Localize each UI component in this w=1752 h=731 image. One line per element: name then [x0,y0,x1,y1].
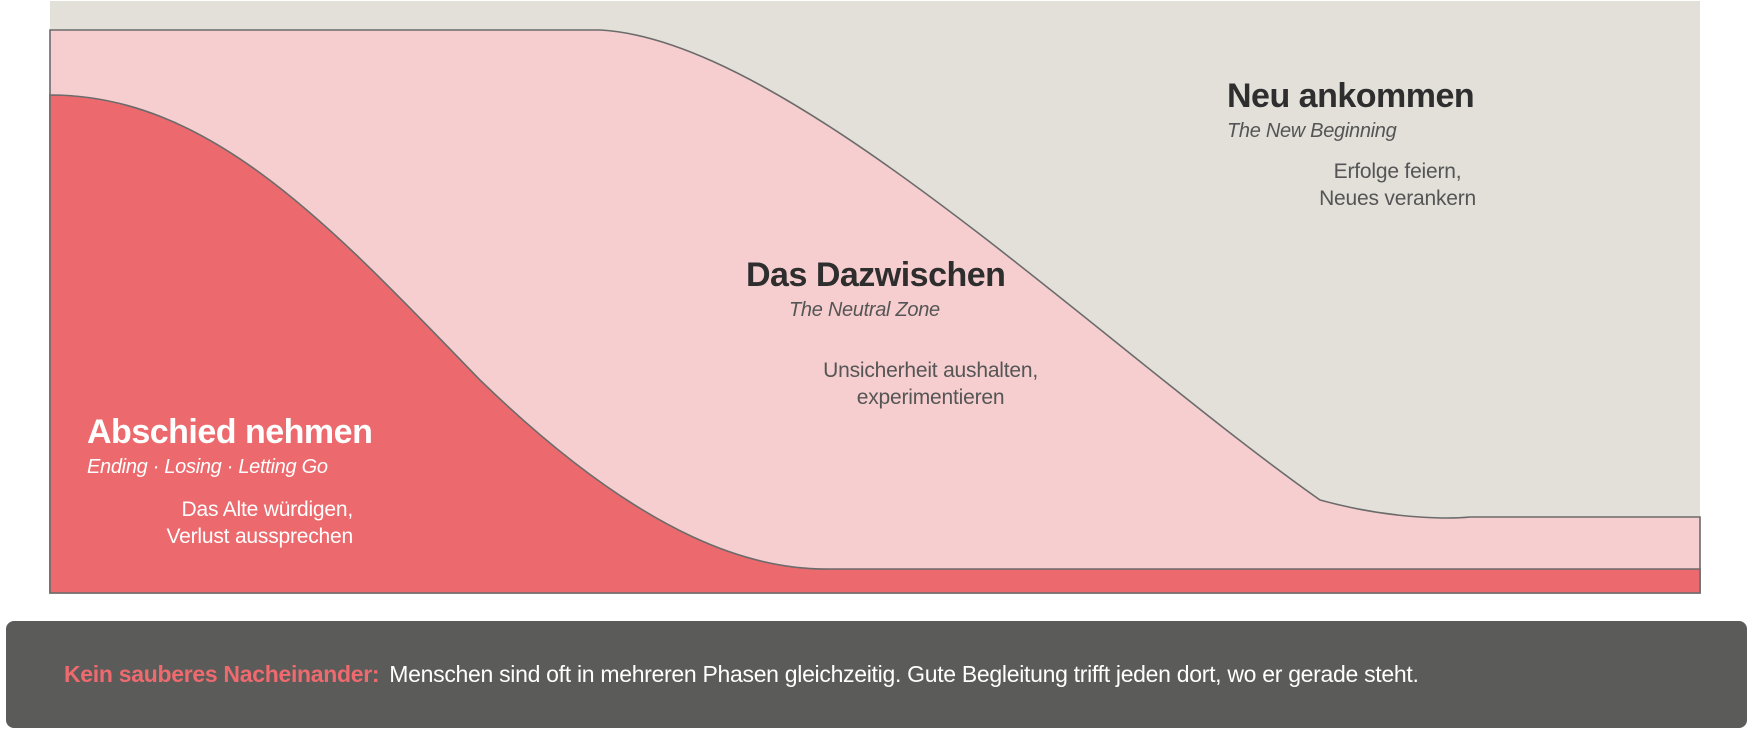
phase-new-title: Neu ankommen [1227,77,1475,115]
phase-ending-subtitle: Ending · Losing · Letting Go [87,456,328,478]
transition-phases-diagram [49,1,1701,594]
phase-new-subtitle: The New Beginning [1227,120,1397,142]
phase-neutral-description-line: experimentieren [856,386,1005,409]
phase-ending-description: Das Alte würdigen, Verlust aussprechen [166,496,354,550]
insight-note-text: Menschen sind oft in mehreren Phasen gle… [389,661,1419,687]
phase-ending-description-line: Das Alte würdigen, [181,498,354,521]
phase-new-description: Erfolge feiern, Neues verankern [1319,158,1476,212]
phase-neutral-description-line: Unsicherheit aushalten, [823,359,1038,382]
phase-neutral-description: Unsicherheit aushalten, experimentieren [823,357,1038,411]
phase-neutral-title: Das Dazwischen [746,256,1006,294]
phase-ending-description-line: Verlust aussprechen [166,525,354,548]
insight-note-lead: Kein sauberes Nacheinander: [64,661,380,687]
phase-new-description-line: Erfolge feiern, [1333,160,1462,183]
ending-area [49,94,1701,594]
phase-ending-title: Abschied nehmen [87,413,373,451]
insight-note: Kein sauberes Nacheinander: Menschen sin… [6,621,1747,728]
phase-neutral-subtitle: The Neutral Zone [789,299,940,321]
phase-new-description-line: Neues verankern [1319,187,1476,210]
